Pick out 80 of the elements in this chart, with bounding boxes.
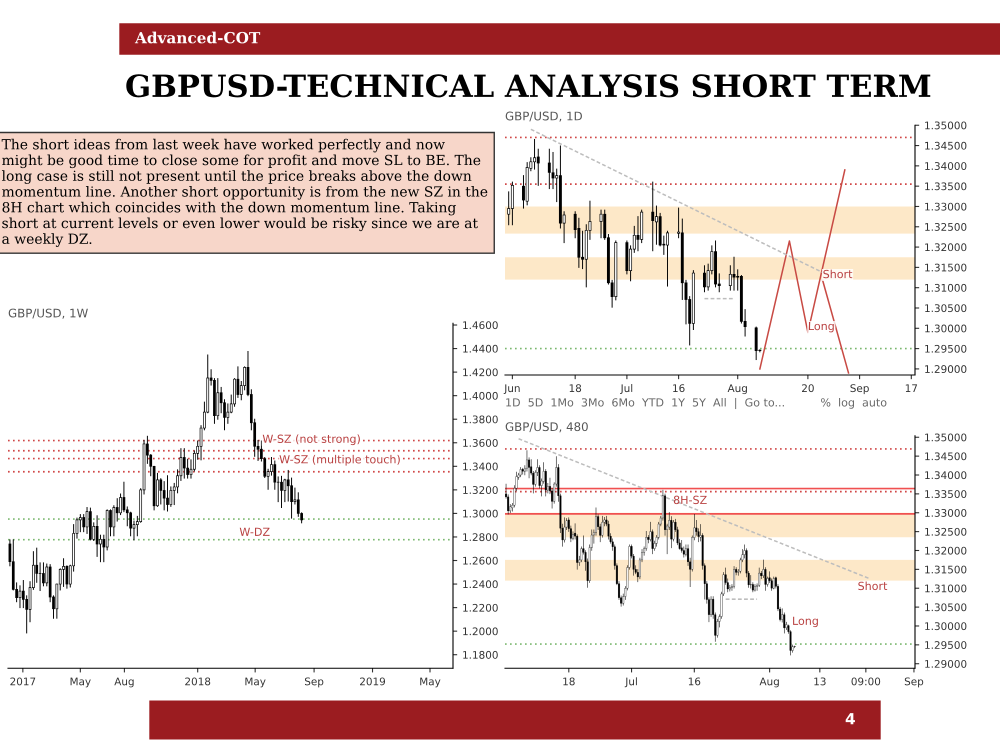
y-tick-label: 1.33500	[925, 490, 966, 498]
x-tick-label: Sep	[304, 677, 324, 688]
x-tick-label: 2019	[360, 677, 386, 686]
x-tick-label: 09:00	[852, 677, 880, 686]
x-tick-label: Jul	[624, 677, 637, 688]
y-tick-label: 1.2000	[463, 627, 498, 636]
y-tick-label: 1.1800	[463, 650, 498, 659]
y-tick-label: 1.2400	[463, 580, 498, 588]
y-tick-label: 1.3000	[463, 510, 498, 518]
x-tick-label: Aug	[760, 678, 779, 688]
annotation: Short	[858, 582, 888, 590]
x-tick-label: Sep	[850, 384, 869, 394]
x-tick-label: Jul	[620, 384, 632, 394]
x-tick-label: 13	[814, 677, 826, 686]
y-tick-label: 1.29000	[925, 365, 966, 374]
y-tick-label: 1.35000	[925, 121, 966, 130]
x-tick-label: 2017	[10, 677, 36, 686]
y-tick-label: 1.29500	[925, 344, 966, 353]
y-tick-label: 1.2800	[463, 533, 498, 542]
x-tick-label: May	[245, 678, 266, 688]
text: The short ideas from last week have worked perfectly and now might be good time to close some for profit and move SL to BE. The long case is still not present until the price breaks above the down momentum line. Another short opportunity is from the new SZ in the 8H chart which coincides with the down momentum line. Taking short at current levels or even lower would be risky since we are at a weekly DZ.	[2, 138, 488, 247]
y-tick-label: 1.30000	[925, 622, 966, 630]
y-tick-label: 1.34500	[925, 452, 966, 460]
text: GBPUSD-TECHNICAL ANALYSIS SHORT TERM	[126, 74, 930, 98]
text: 4	[846, 713, 855, 724]
annotation: 8H-SZ	[674, 496, 707, 504]
y-tick-label: 1.4000	[463, 392, 498, 400]
y-tick-label: 1.35000	[925, 433, 966, 442]
x-tick-label: Aug	[114, 678, 134, 688]
y-tick-label: 1.32500	[925, 528, 966, 536]
y-tick-label: 1.31500	[925, 566, 966, 574]
chart-title: GBP/USD, 1W	[8, 308, 88, 319]
text: 1D 5D 1Mo 3Mo 6Mo YTD 1Y 5Y All | Go to... % log auto	[506, 398, 886, 410]
x-tick-label: 16	[673, 384, 685, 392]
x-tick-label: May	[420, 678, 440, 688]
y-tick-label: 1.2200	[463, 604, 498, 612]
y-tick-label: 1.29000	[925, 660, 966, 668]
chart-title: GBP/USD, 480	[506, 422, 588, 432]
y-tick-label: 1.29500	[925, 641, 966, 649]
annotation: W-SZ (not strong)	[262, 434, 360, 446]
y-tick-label: 1.30000	[925, 324, 966, 332]
x-tick-label: Aug	[728, 384, 747, 394]
x-tick-label: Sep	[904, 677, 924, 688]
x-tick-label: 20	[802, 384, 814, 392]
x-tick-label: Jun	[504, 384, 520, 394]
y-tick-label: 1.30500	[925, 304, 966, 312]
annotation: Short	[823, 270, 852, 278]
y-tick-label: 1.4600	[463, 321, 498, 330]
y-tick-label: 1.4200	[463, 368, 498, 376]
y-tick-label: 1.3200	[463, 486, 498, 494]
y-tick-label: 1.30500	[925, 603, 966, 612]
chart-title: GBP/USD, 1D	[506, 112, 582, 122]
x-tick-label: May	[70, 678, 91, 688]
y-tick-label: 1.3600	[463, 438, 498, 447]
y-tick-label: 1.2600	[463, 556, 498, 565]
y-tick-label: 1.34000	[925, 162, 966, 170]
x-tick-label: 18	[563, 677, 575, 686]
x-tick-label: 18	[570, 384, 582, 392]
x-tick-label: 17	[906, 384, 918, 392]
y-tick-label: 1.33000	[925, 202, 966, 211]
y-tick-label: 1.33500	[925, 182, 966, 190]
annotation: Long	[793, 616, 818, 628]
y-tick-label: 1.3800	[463, 415, 498, 424]
y-tick-label: 1.33000	[925, 508, 966, 517]
text: Advanced-COT	[134, 32, 260, 44]
annotation: W-SZ (multiple touch)	[279, 454, 400, 466]
y-tick-label: 1.32000	[925, 243, 966, 252]
x-tick-label: 2018	[185, 677, 210, 686]
annotation: Long	[808, 322, 834, 332]
y-tick-label: 1.32000	[925, 546, 966, 555]
y-tick-label: 1.32500	[925, 223, 966, 231]
y-tick-label: 1.4400	[463, 344, 498, 353]
y-tick-label: 1.34000	[925, 471, 966, 480]
y-tick-label: 1.3400	[463, 462, 498, 470]
y-tick-label: 1.31000	[925, 284, 966, 292]
y-tick-label: 1.31000	[925, 584, 966, 592]
annotation: W-DZ	[240, 528, 270, 536]
x-tick-label: 16	[688, 677, 700, 686]
y-tick-label: 1.34500	[925, 142, 966, 150]
y-tick-label: 1.31500	[925, 264, 966, 272]
